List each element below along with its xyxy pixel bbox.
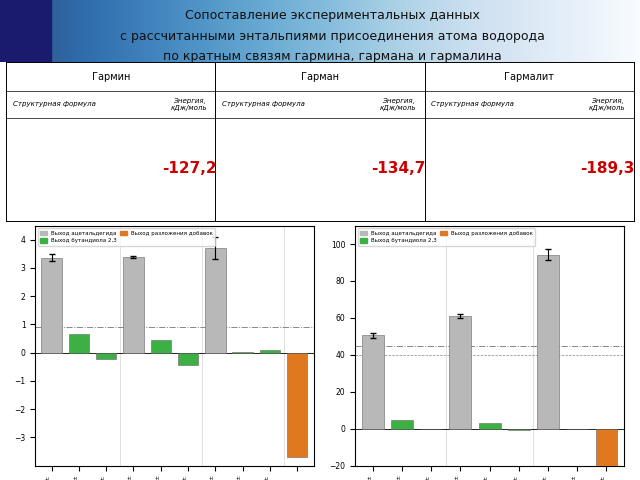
Legend: Выход ацетальдегида, Выход бутандиола 2,3, Выход разложения добавок: Выход ацетальдегида, Выход бутандиола 2,…	[38, 228, 215, 246]
Text: Энергия,
кДж/моль: Энергия, кДж/моль	[380, 98, 417, 111]
Text: Энергия,
кДж/моль: Энергия, кДж/моль	[171, 98, 207, 111]
Text: с рассчитанными энтальпиями присоединения атома водорода: с рассчитанными энтальпиями присоединени…	[120, 30, 545, 43]
Text: -127,2: -127,2	[162, 161, 217, 176]
Text: Энергия,
кДж/моль: Энергия, кДж/моль	[589, 98, 626, 111]
Bar	[205, 248, 225, 353]
Bar	[260, 350, 280, 353]
Text: Гармалит: Гармалит	[504, 72, 554, 82]
Text: Гарман: Гарман	[301, 72, 339, 82]
Text: Структурная формула: Структурная формула	[13, 101, 96, 108]
Text: -189,3: -189,3	[580, 161, 635, 176]
Bar	[68, 334, 89, 353]
Text: Гармин: Гармин	[92, 72, 130, 82]
Bar	[124, 257, 144, 353]
Bar	[391, 420, 413, 429]
Bar	[537, 254, 559, 429]
Text: Структурная формула: Структурная формула	[431, 101, 514, 108]
Text: Сопоставление экспериментальных данных: Сопоставление экспериментальных данных	[186, 9, 480, 22]
Bar	[595, 429, 618, 480]
Bar	[0, 0, 51, 62]
Bar	[479, 422, 500, 429]
Bar	[42, 257, 62, 353]
Text: -134,7: -134,7	[371, 161, 426, 176]
Text: по кратным связям гармина, гармана и гармалина: по кратным связям гармина, гармана и гар…	[163, 49, 502, 63]
Bar	[362, 335, 384, 429]
Bar	[96, 353, 116, 359]
Text: Структурная формула: Структурная формула	[222, 101, 305, 108]
Bar	[420, 429, 442, 430]
Bar	[508, 429, 530, 430]
Bar	[178, 353, 198, 364]
Legend: Выход ацетальдегида, Выход бутандиола 2,3, Выход разложения добавок: Выход ацетальдегида, Выход бутандиола 2,…	[358, 228, 535, 246]
Bar	[150, 340, 171, 353]
Bar	[449, 316, 471, 429]
Bar	[287, 353, 307, 457]
